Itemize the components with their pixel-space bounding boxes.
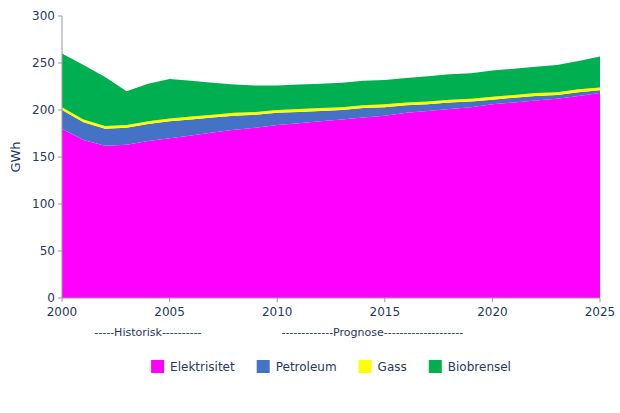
y-tick-label: 0: [47, 291, 55, 305]
x-tick-label: 2020: [477, 305, 508, 319]
chart-container: 0 50 100 150 200 250 300 2000 2005 2010 2015 2020 20…: [0, 0, 620, 413]
y-tick: [58, 251, 62, 252]
legend: Elektrisitet Petroleum Gass Biobrensel: [151, 360, 511, 374]
legend-item: Biobrensel: [429, 360, 511, 374]
y-tick: [58, 204, 62, 205]
y-tick: [58, 157, 62, 158]
x-tick-label: 2010: [262, 305, 293, 319]
area-biobrensel: [62, 54, 600, 126]
legend-label: Gass: [378, 360, 407, 374]
legend-item: Gass: [359, 360, 407, 374]
y-tick: [58, 63, 62, 64]
legend-item: Petroleum: [257, 360, 337, 374]
y-tick: [58, 298, 62, 299]
y-tick-label: 250: [32, 56, 55, 70]
x-tick-label: 2000: [47, 305, 78, 319]
legend-swatch: [359, 360, 372, 373]
legend-label: Biobrensel: [448, 360, 511, 374]
x-tick: [384, 298, 385, 302]
legend-swatch: [151, 360, 164, 373]
legend-swatch: [429, 360, 442, 373]
areas: [62, 54, 600, 298]
x-tick: [492, 298, 493, 302]
x-tick-label: 2025: [585, 305, 616, 319]
annotation: -----Historisk----------: [94, 326, 201, 339]
legend-label: Elektrisitet: [170, 360, 235, 374]
y-tick-label: 150: [32, 150, 55, 164]
y-tick: [58, 16, 62, 17]
y-axis-label: GWh: [8, 141, 23, 172]
y-tick-label: 200: [32, 103, 55, 117]
y-tick: [58, 110, 62, 111]
axes: 0 50 100 150 200 250 300 2000 2005 2010 2015 2020 20…: [32, 9, 615, 319]
x-tick: [169, 298, 170, 302]
chart-svg: 0 50 100 150 200 250 300 2000 2005 2010 2015 2020 20…: [0, 0, 620, 413]
x-tick: [600, 298, 601, 302]
y-tick-label: 50: [40, 244, 55, 258]
legend-item: Elektrisitet: [151, 360, 235, 374]
x-tick: [277, 298, 278, 302]
y-tick-label: 300: [32, 9, 55, 23]
x-tick-label: 2015: [370, 305, 401, 319]
y-tick-label: 100: [32, 197, 55, 211]
x-tick-label: 2005: [154, 305, 185, 319]
annotation: -------------Prognose-------------------…: [282, 326, 464, 339]
legend-label: Petroleum: [276, 360, 337, 374]
legend-swatch: [257, 360, 270, 373]
x-axis-line: [62, 298, 600, 299]
x-tick: [62, 298, 63, 302]
